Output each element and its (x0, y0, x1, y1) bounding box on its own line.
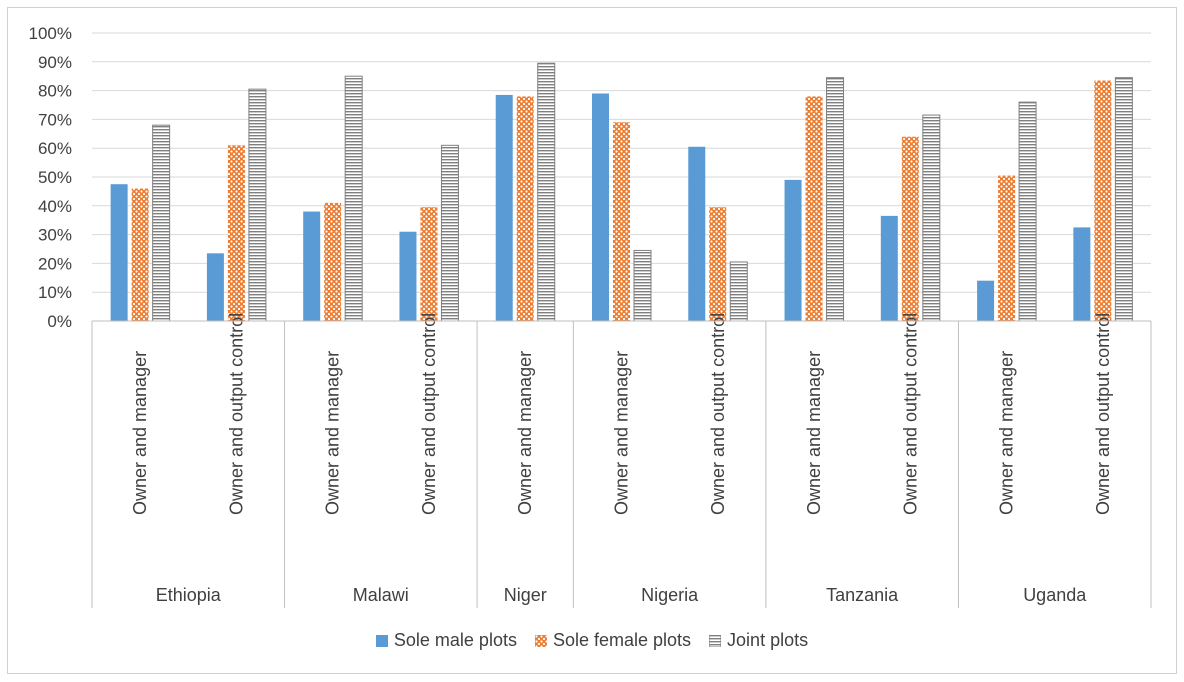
bar-sole-male (977, 280, 995, 321)
bar-sole-male (110, 184, 128, 321)
bar-sole-female (131, 188, 149, 321)
category-label: Owner and manager (612, 351, 632, 515)
legend-label-joint: Joint plots (727, 630, 809, 650)
category-label: Owner and manager (323, 351, 343, 515)
bar-joint (152, 124, 171, 322)
legend-item-joint: Joint plots (709, 630, 808, 651)
legend-item-sole-female: Sole female plots (534, 630, 692, 651)
y-tick-label: 10% (38, 283, 72, 302)
bar-joint (344, 75, 363, 322)
category-label: Owner and output control (708, 313, 728, 515)
bar-sole-male (592, 93, 609, 321)
legend-swatch-sole-male (375, 634, 388, 647)
bar-sole-male (880, 215, 898, 321)
category-label: Owner and output control (1093, 313, 1113, 515)
legend-label-sole-male: Sole male plots (393, 630, 517, 650)
bar-sole-male (206, 253, 224, 321)
bar-sole-male (784, 179, 802, 321)
category-label: Owner and manager (130, 351, 150, 515)
group-label: Tanzania (826, 585, 899, 605)
category-label: Owner and manager (997, 351, 1017, 515)
category-label: Owner and manager (515, 351, 535, 515)
bar-sole-female (901, 136, 919, 321)
bar-joint (248, 88, 267, 322)
bar-joint (729, 261, 748, 322)
category-label: Owner and manager (804, 351, 824, 515)
bar-joint (537, 62, 556, 322)
bar-sole-male (495, 94, 513, 321)
legend: Sole male plots Sole female plots Joint … (0, 630, 1184, 651)
legend-label-sole-female: Sole female plots (552, 630, 692, 650)
y-tick-label: 90% (38, 53, 72, 72)
legend-item-sole-male: Sole male plots (375, 630, 517, 651)
y-tick-label: 60% (38, 139, 72, 158)
bar-joint (1114, 77, 1133, 322)
bar-sole-female (613, 122, 630, 321)
legend-swatch-sole-female (534, 634, 547, 647)
bar-joint (440, 144, 459, 322)
y-tick-label: 80% (38, 82, 72, 101)
bar-sole-female (998, 175, 1016, 321)
category-label: Owner and output control (900, 313, 920, 515)
bar-sole-male (1073, 227, 1091, 321)
bar-joint (633, 249, 652, 322)
bar-sole-male (303, 211, 321, 321)
bar-joint (922, 114, 941, 322)
bar-joint (1018, 101, 1037, 322)
bar-joint (826, 77, 845, 322)
group-label: Ethiopia (156, 585, 222, 605)
group-label: Uganda (1023, 585, 1087, 605)
y-tick-label: 40% (38, 197, 72, 216)
bar-sole-male (688, 146, 706, 321)
group-label: Malawi (353, 585, 409, 605)
bar-sole-female (324, 202, 342, 321)
bar-sole-female (420, 207, 438, 321)
group-label: Niger (504, 585, 547, 605)
y-tick-label: 100% (29, 24, 72, 43)
bar-sole-female (227, 145, 245, 321)
y-tick-label: 20% (38, 254, 72, 273)
legend-swatch-joint (709, 634, 722, 647)
bar-sole-male (399, 231, 417, 321)
category-label: Owner and output control (226, 313, 246, 515)
y-tick-label: 70% (38, 110, 72, 129)
y-tick-label: 30% (38, 226, 72, 245)
category-label: Owner and output control (419, 313, 439, 515)
y-tick-label: 50% (38, 168, 72, 187)
bar-sole-female (516, 96, 534, 321)
y-tick-label: 0% (47, 312, 72, 331)
bar-sole-female (805, 96, 823, 321)
group-label: Nigeria (641, 585, 699, 605)
bar-sole-female (1094, 80, 1112, 322)
bar-sole-female (709, 207, 727, 321)
